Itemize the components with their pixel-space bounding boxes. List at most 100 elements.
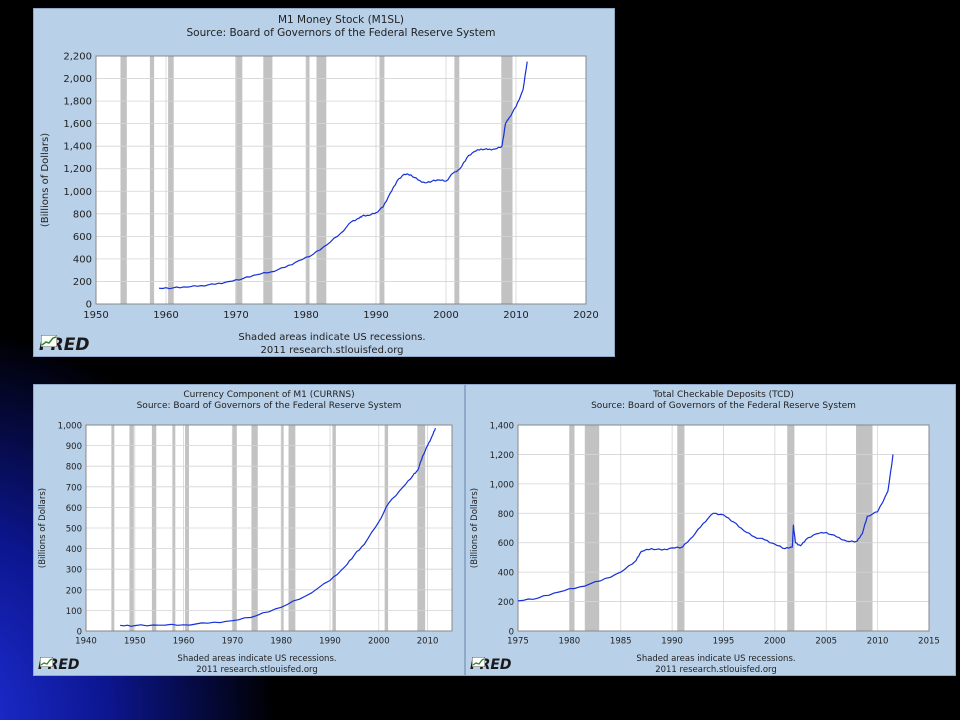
- fred-logo-graph-icon: [472, 657, 485, 667]
- recession-band: [677, 425, 685, 631]
- fred-logo: FRED: [470, 657, 512, 673]
- y-tick-label: 800: [73, 209, 92, 220]
- y-tick-label: 700: [66, 483, 82, 493]
- x-tick-label: 2020: [573, 310, 598, 321]
- y-tick-label: 300: [66, 566, 82, 576]
- x-tick-label: 1990: [363, 310, 388, 321]
- y-tick-label: 1,400: [63, 142, 92, 153]
- y-tick-label: 1,200: [63, 164, 92, 175]
- x-tick-label: 1995: [713, 637, 735, 647]
- chart-panel-currns: Currency Component of M1 (CURRNS) Source:…: [33, 384, 465, 676]
- fred-logo: FRED: [39, 335, 89, 355]
- fred-logo: FRED: [38, 657, 80, 673]
- recession-band: [263, 56, 273, 304]
- chart-m1: M1 Money Stock (M1SL)Source: Board of Go…: [40, 14, 599, 356]
- recession-note: Shaded areas indicate US recessions.: [238, 332, 425, 343]
- y-tick-label: 200: [73, 277, 92, 288]
- x-tick-label: 1960: [173, 637, 195, 647]
- source-url: 2011 research.stlouisfed.org: [196, 665, 318, 675]
- y-tick-label: 500: [66, 525, 82, 535]
- y-tick-label: 0: [86, 300, 92, 311]
- y-axis-label: (Billions of Dollars): [470, 488, 480, 568]
- recession-note: Shaded areas indicate US recessions.: [636, 654, 795, 664]
- x-tick-label: 1950: [124, 637, 146, 647]
- y-tick-label: 600: [498, 539, 514, 549]
- y-tick-label: 200: [498, 598, 514, 608]
- chart-title: M1 Money Stock (M1SL): [278, 14, 404, 26]
- x-tick-label: 2010: [867, 637, 889, 647]
- y-tick-label: 2,000: [63, 74, 92, 85]
- chart-subtitle: Source: Board of Governors of the Federa…: [187, 27, 496, 39]
- y-tick-label: 2,200: [63, 52, 92, 63]
- x-tick-label: 1980: [293, 310, 318, 321]
- x-tick-label: 2010: [417, 637, 439, 647]
- chart-subtitle: Source: Board of Governors of the Federa…: [137, 401, 402, 411]
- x-tick-label: 2005: [815, 637, 837, 647]
- y-tick-label: 1,200: [490, 451, 514, 461]
- recession-band: [501, 56, 513, 304]
- recession-band: [454, 56, 460, 304]
- chart-subtitle: Source: Board of Governors of the Federa…: [591, 401, 856, 411]
- series-line: [517, 454, 894, 602]
- source-url: 2011 research.stlouisfed.org: [260, 345, 403, 356]
- x-tick-label: 2000: [764, 637, 786, 647]
- plot-border: [517, 424, 930, 632]
- plot-border: [95, 55, 587, 305]
- recession-band: [379, 56, 385, 304]
- y-tick-label: 800: [498, 510, 514, 520]
- x-tick-label: 1985: [610, 637, 632, 647]
- y-tick-label: 900: [66, 442, 82, 452]
- y-axis-label: (Billions of Dollars): [38, 488, 48, 568]
- y-tick-label: 400: [66, 545, 82, 555]
- source-url: 2011 research.stlouisfed.org: [655, 665, 777, 675]
- chart-panel-tcd: Total Checkable Deposits (TCD) Source: Bo…: [465, 384, 956, 676]
- y-tick-label: 800: [66, 463, 82, 473]
- x-tick-label: 1970: [222, 637, 244, 647]
- recession-band: [306, 56, 310, 304]
- x-tick-label: 1960: [153, 310, 178, 321]
- chart-currns: Currency Component of M1 (CURRNS)Source:…: [38, 390, 453, 675]
- fred-logo-graph-icon: [41, 335, 57, 347]
- x-tick-label: 2015: [918, 637, 940, 647]
- y-tick-label: 600: [66, 504, 82, 514]
- x-tick-label: 2000: [368, 637, 390, 647]
- x-tick-label: 1980: [270, 637, 292, 647]
- plot-border: [85, 424, 453, 632]
- y-tick-label: 1,000: [490, 480, 514, 490]
- y-tick-label: 1,600: [63, 119, 92, 130]
- recession-band: [316, 56, 327, 304]
- x-tick-label: 1975: [507, 637, 529, 647]
- x-tick-label: 1950: [83, 310, 108, 321]
- x-tick-label: 1990: [319, 637, 341, 647]
- y-axis-label: (Billions of Dollars): [40, 133, 51, 227]
- y-tick-label: 0: [509, 628, 514, 638]
- x-tick-label: 2000: [433, 310, 458, 321]
- y-tick-label: 600: [73, 232, 92, 243]
- chart-tcd: Total Checkable Deposits (TCD)Source: Bo…: [470, 390, 940, 675]
- x-tick-label: 1990: [661, 637, 683, 647]
- y-tick-label: 0: [77, 628, 82, 638]
- y-tick-label: 1,800: [63, 97, 92, 108]
- recession-note: Shaded areas indicate US recessions.: [177, 654, 336, 664]
- x-tick-label: 1970: [223, 310, 248, 321]
- x-tick-label: 2010: [503, 310, 528, 321]
- recession-band: [569, 425, 575, 631]
- y-tick-label: 400: [73, 254, 92, 265]
- y-tick-label: 1,000: [58, 422, 82, 432]
- y-tick-label: 1,400: [490, 422, 514, 432]
- y-tick-label: 1,000: [63, 187, 92, 198]
- recession-band: [584, 425, 600, 631]
- recession-band: [168, 56, 174, 304]
- chart-title: Total Checkable Deposits (TCD): [652, 390, 794, 400]
- recession-band: [120, 56, 127, 304]
- x-tick-label: 1980: [559, 637, 581, 647]
- recession-band: [235, 56, 243, 304]
- recession-band: [787, 425, 795, 631]
- x-tick-label: 1940: [75, 637, 97, 647]
- y-tick-label: 400: [498, 569, 514, 579]
- y-tick-label: 100: [66, 607, 82, 617]
- y-tick-label: 200: [66, 586, 82, 596]
- series-line: [158, 61, 528, 290]
- series-line: [120, 427, 436, 627]
- recession-band: [149, 56, 155, 304]
